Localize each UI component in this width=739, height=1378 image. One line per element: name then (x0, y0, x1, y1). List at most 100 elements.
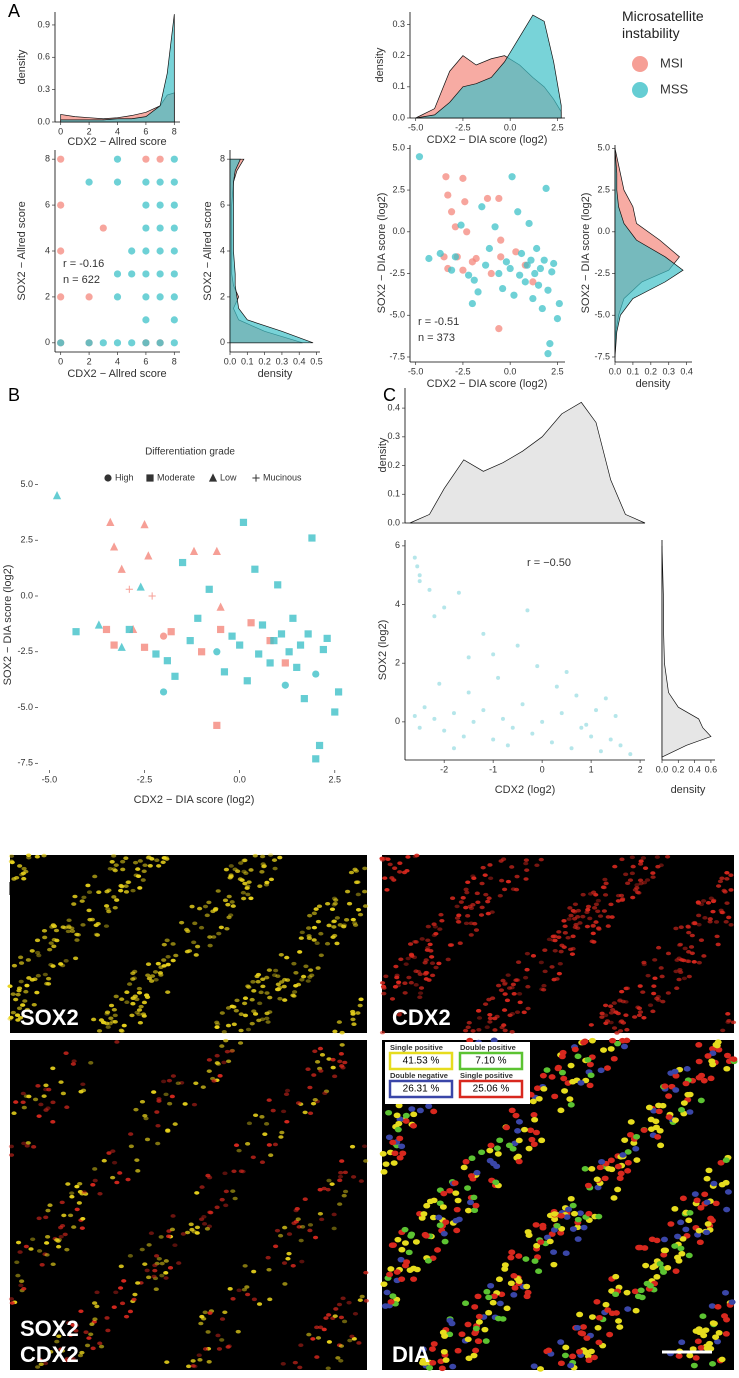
cell (117, 1286, 124, 1290)
cell (266, 968, 272, 972)
cell (59, 1200, 65, 1205)
y-tick-label: 6 (45, 199, 50, 209)
cell (229, 1048, 235, 1053)
cell (141, 1014, 147, 1018)
cell (325, 1366, 331, 1371)
point (239, 518, 248, 526)
cell (584, 1182, 592, 1189)
cell (41, 853, 47, 858)
cell (531, 1116, 539, 1123)
cell (714, 1338, 722, 1345)
point (506, 264, 514, 273)
cell (676, 943, 683, 947)
cell (408, 980, 414, 985)
cell (358, 997, 364, 1002)
cell (451, 1180, 459, 1186)
x-axis-label: CDX2 (log2) (495, 784, 556, 796)
cell (728, 873, 734, 877)
cell (207, 1311, 213, 1315)
cell (155, 1141, 161, 1146)
point (142, 316, 150, 324)
point (444, 191, 452, 199)
cell (433, 965, 439, 970)
cell (44, 1241, 50, 1245)
cell (79, 1226, 85, 1230)
cell (505, 973, 511, 977)
cell (325, 901, 331, 906)
cell (678, 1250, 686, 1257)
cell (632, 1015, 638, 1019)
cell (410, 1122, 418, 1129)
cell (685, 925, 692, 929)
cell (165, 990, 171, 994)
x-tick-label: -2.5 (137, 774, 153, 784)
cell (724, 870, 730, 875)
cell (35, 973, 41, 978)
point (104, 474, 112, 482)
cell (17, 864, 23, 868)
cell (167, 1266, 174, 1270)
cell (166, 1078, 173, 1083)
cell (637, 878, 644, 883)
cell (439, 1204, 447, 1210)
cell (97, 1191, 103, 1196)
cell (311, 1073, 317, 1077)
cell (679, 1195, 687, 1202)
cell (229, 1049, 235, 1053)
cell (331, 902, 337, 907)
cell (274, 1228, 281, 1233)
cell (610, 1007, 616, 1012)
cell (104, 889, 110, 894)
cell (173, 953, 179, 958)
cell (214, 1205, 220, 1210)
cell (635, 1005, 641, 1010)
cell (569, 1353, 577, 1360)
cell (58, 1234, 64, 1239)
cell (28, 1247, 34, 1251)
cell (453, 1206, 461, 1213)
cell (389, 1139, 397, 1146)
cell (590, 931, 596, 936)
cell (227, 875, 233, 880)
cell (78, 1089, 84, 1094)
cell (118, 1264, 124, 1269)
cell (349, 1334, 355, 1339)
cell (701, 1191, 709, 1198)
cell (710, 899, 717, 904)
point (170, 247, 178, 255)
point (258, 621, 267, 629)
cell (685, 924, 691, 929)
cell (54, 1238, 60, 1242)
point (500, 716, 505, 721)
cell (561, 945, 567, 949)
cell (560, 1075, 568, 1082)
cell (649, 1264, 657, 1271)
cell (355, 892, 361, 897)
cell (81, 1190, 87, 1194)
cell (523, 861, 529, 866)
point (296, 641, 305, 649)
cell (677, 1245, 685, 1252)
cell (720, 1028, 726, 1033)
cell (18, 979, 24, 984)
cell (44, 1235, 51, 1239)
cell (458, 900, 464, 904)
cell (56, 1334, 62, 1339)
cell (130, 888, 136, 893)
point (85, 178, 93, 186)
cell (161, 958, 167, 962)
point (559, 711, 564, 716)
cell (282, 1225, 288, 1230)
cell (338, 1358, 344, 1363)
cell (118, 888, 124, 893)
x-axis-label: density (636, 378, 671, 390)
cell (333, 1307, 339, 1311)
cell (640, 856, 647, 860)
dia-legend-swatch (388, 1051, 454, 1071)
cell (686, 1352, 694, 1359)
cell (172, 1122, 178, 1126)
cell (51, 944, 57, 949)
cell (277, 986, 283, 990)
cell (701, 954, 707, 958)
cell (510, 982, 516, 987)
